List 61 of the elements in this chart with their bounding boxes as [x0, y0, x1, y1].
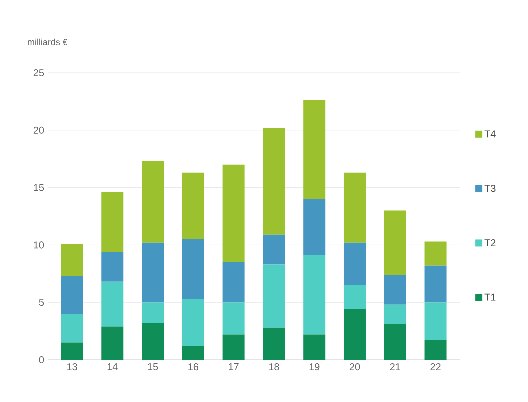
bar: [222, 334, 245, 360]
bar: [424, 266, 447, 303]
y-tick-label: 25: [34, 69, 44, 77]
x-tick-label: 15: [148, 364, 158, 370]
x-tick-label: 13: [67, 364, 78, 371]
bar: [61, 276, 84, 314]
bar: [384, 210, 406, 276]
x-tick-label: 18: [269, 364, 280, 371]
bar: [182, 172, 204, 240]
x-tick-label: 19: [310, 364, 320, 371]
bar: [182, 239, 204, 300]
bar: [424, 242, 447, 266]
bar: [424, 302, 447, 340]
y-tick-label: 10: [34, 242, 44, 249]
legend-label: T2: [484, 239, 496, 246]
bar: [344, 285, 366, 310]
bar: [344, 172, 366, 243]
y-tick-label: 20: [34, 126, 44, 134]
bar: [304, 199, 326, 256]
bar: [304, 256, 326, 335]
bar: [61, 244, 84, 276]
bar: [263, 328, 286, 360]
bar: [263, 264, 286, 328]
x-tick-label: 21: [390, 364, 400, 370]
bar: [102, 192, 124, 252]
bar: [384, 275, 406, 305]
bar: [304, 334, 326, 360]
bar: [142, 302, 164, 324]
bar: [222, 164, 245, 262]
bar: [142, 242, 164, 303]
x-tick-label: 20: [350, 364, 360, 371]
bar: [102, 326, 124, 360]
bar: [344, 309, 366, 360]
bar: [424, 340, 447, 360]
bar: [384, 304, 406, 324]
bar: [182, 299, 204, 346]
bar: [263, 234, 286, 265]
y-axis-title: milliards €: [28, 38, 68, 46]
bar: [182, 346, 204, 360]
bar: [102, 252, 124, 282]
x-tick-label: 14: [108, 364, 118, 370]
y-tick-label: 15: [34, 184, 44, 192]
x-tick-label: 22: [430, 364, 441, 370]
bar: [263, 128, 286, 235]
legend-label: T3: [484, 185, 496, 192]
x-tick-label: 17: [229, 364, 239, 370]
x-tick-label: 16: [188, 364, 199, 371]
bar: [384, 324, 406, 360]
legend-label: T1: [484, 294, 496, 301]
bar: [102, 282, 124, 327]
bar: [142, 323, 164, 360]
bar: [142, 161, 164, 243]
y-tick-label: 0: [39, 356, 44, 364]
bar: [61, 314, 84, 343]
bar: [61, 342, 84, 360]
bar: [344, 242, 366, 286]
bar: [222, 302, 245, 335]
bar: [222, 262, 245, 303]
y-tick-label: 5: [39, 299, 44, 306]
legend-label: T4: [484, 130, 496, 138]
bar: [304, 100, 326, 200]
